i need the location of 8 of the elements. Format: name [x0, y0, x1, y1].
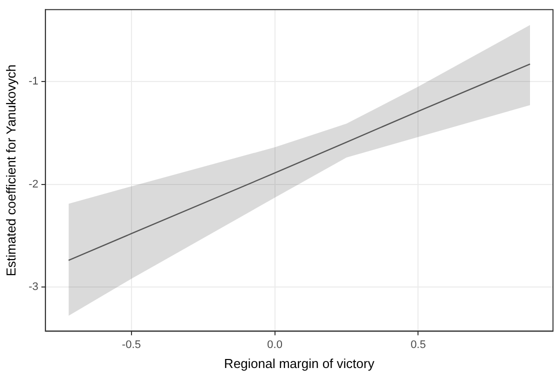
- y-tick-label: -1: [28, 76, 38, 88]
- x-tick-label: 0.0: [267, 338, 282, 351]
- y-tick-label: -3: [28, 281, 38, 294]
- y-tick-label: -2: [28, 178, 38, 190]
- y-axis-title: Estimated coefficient for Yanukovych: [3, 64, 18, 276]
- x-tick-label: 0.5: [410, 338, 426, 351]
- x-axis-title: Regional margin of victory: [224, 356, 375, 371]
- x-tick-label: -0.5: [122, 338, 141, 351]
